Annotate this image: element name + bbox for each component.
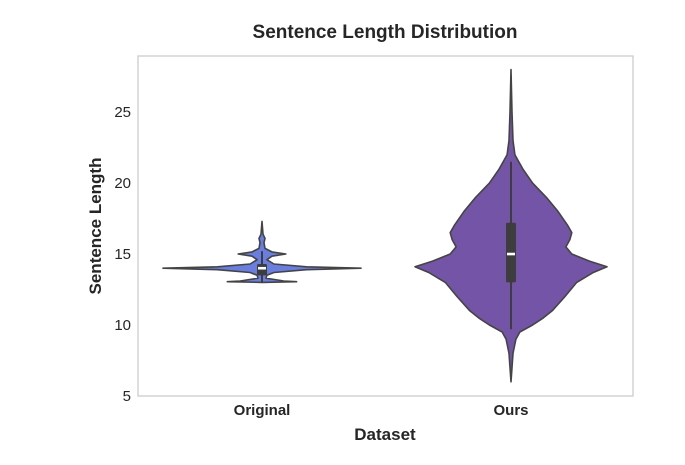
violin-iqr-box <box>257 263 267 276</box>
y-tick-label: 20 <box>114 175 131 192</box>
y-axis-label: Sentence Length <box>86 158 105 295</box>
y-tick-label: 15 <box>114 246 131 263</box>
y-tick-label: 25 <box>114 104 131 121</box>
violin-iqr-box <box>506 222 516 283</box>
plot-frame <box>137 55 634 397</box>
violins <box>162 68 608 383</box>
x-tick-label: Ours <box>493 402 528 419</box>
x-tick-label: Original <box>234 402 291 419</box>
y-axis-ticks: 5 10 15 20 25 <box>114 104 131 405</box>
x-axis-ticks: Original Ours <box>234 402 529 419</box>
x-axis-label: Dataset <box>354 425 416 444</box>
chart-title: Sentence Length Distribution <box>253 22 518 43</box>
y-tick-label: 5 <box>123 388 131 405</box>
y-tick-label: 10 <box>114 317 131 334</box>
